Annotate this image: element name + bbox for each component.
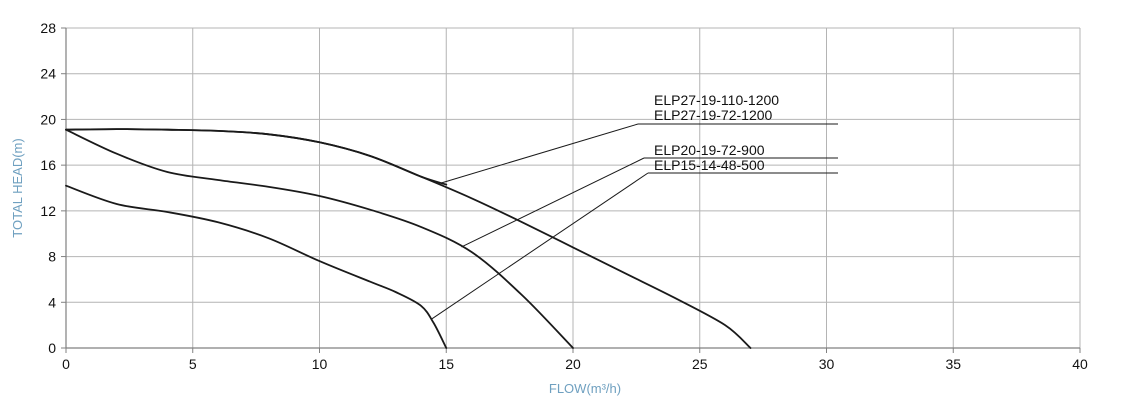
y-axis-title: TOTAL HEAD(m)	[10, 138, 25, 237]
x-tick-label-30: 30	[819, 356, 835, 372]
y-tick-label-12: 12	[40, 203, 56, 219]
series-label-elp27-19-72-1200: ELP27-19-72-1200	[654, 107, 773, 123]
callout-leader-elp20-19-72-900	[461, 157, 645, 248]
callout-lines	[430, 123, 838, 320]
grid	[65, 27, 1081, 349]
series-lines	[65, 128, 752, 349]
series-label-elp15-14-48-500: ELP15-14-48-500	[654, 157, 765, 173]
x-tick-label-35: 35	[945, 356, 961, 372]
series-label-elp27-19-110-1200: ELP27-19-110-1200	[654, 92, 779, 108]
series-line-elp27-19-110-1200	[65, 128, 752, 349]
series-line-elp20-19-72-900	[65, 128, 574, 349]
x-tick-label-15: 15	[438, 356, 454, 372]
callout-leader-elp27-19-72-1200	[441, 123, 639, 184]
x-axis-title: FLOW(m³/h)	[549, 381, 621, 396]
y-tick-label-8: 8	[48, 249, 56, 265]
y-tick-label-0: 0	[48, 340, 56, 356]
x-tick-label-20: 20	[565, 356, 581, 372]
series-label-elp20-19-72-900: ELP20-19-72-900	[654, 142, 765, 158]
series-line-elp15-14-48-500	[65, 184, 448, 349]
x-tick-label-0: 0	[62, 356, 70, 372]
tick-labels: 0 5 10 15 20 25 30 35 40 0 4 8 12 16 20 24 28	[40, 20, 1088, 372]
x-tick-label-5: 5	[189, 356, 197, 372]
series-labels: ELP27-19-110-1200 ELP27-19-72-1200 ELP20…	[654, 92, 779, 173]
y-tick-label-20: 20	[40, 111, 56, 127]
x-tick-label-40: 40	[1072, 356, 1088, 372]
series-line-elp27-19-72-1200	[65, 128, 448, 186]
x-tick-label-25: 25	[692, 356, 708, 372]
y-tick-label-24: 24	[40, 66, 56, 82]
y-tick-label-4: 4	[48, 294, 56, 310]
y-tick-label-28: 28	[40, 20, 56, 36]
callout-leader-elp15-14-48-500	[430, 172, 649, 320]
y-tick-label-16: 16	[40, 157, 56, 173]
x-tick-label-10: 10	[312, 356, 328, 372]
